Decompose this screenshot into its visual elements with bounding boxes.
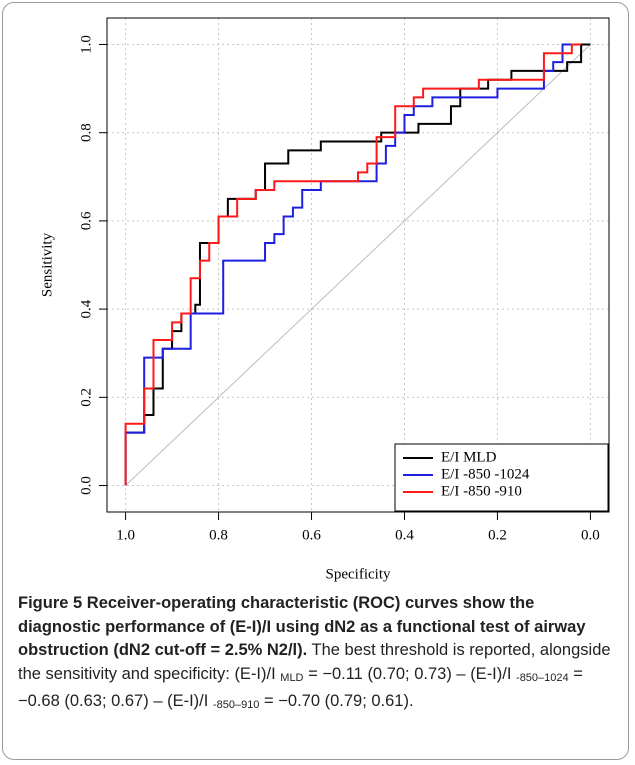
caption: Figure 5 Receiver-operating characterist…	[18, 592, 616, 718]
reference-line	[125, 44, 591, 486]
y-axis-label: Sensitivity	[39, 232, 55, 297]
y-tick-label: 0.6	[78, 211, 94, 230]
x-tick-label: 0.8	[209, 527, 228, 543]
result-subscript: -850–910	[212, 699, 260, 711]
x-tick-label: 0.4	[395, 527, 414, 543]
result-term: (E-I)/I	[470, 664, 512, 683]
x-tick-label: 0.2	[488, 527, 507, 543]
figure-frame	[2, 2, 629, 760]
y-tick-label: 0.8	[78, 123, 94, 142]
y-tick-label: 0.4	[78, 299, 94, 318]
x-tick-label: 0.6	[302, 527, 321, 543]
plot-frame	[106, 17, 610, 513]
result-value: = −0.68 (0.63; 0.67)	[18, 664, 583, 711]
result-term: (E-I)/I	[234, 664, 276, 683]
result-subscript: -850–1024	[516, 671, 569, 684]
chart: Specificity Sensitivity 1.0 0.8 0.6 0.4 0.2 0…	[39, 17, 610, 582]
roc-curve	[124, 43, 582, 486]
result-value: = −0.11 (0.70; 0.73)	[308, 664, 452, 683]
legend-label: E/I -850 -1024	[441, 466, 530, 482]
result-term: (E-I)/I	[167, 692, 209, 710]
x-axis-label: Specificity	[326, 566, 391, 582]
roc-curve	[124, 43, 582, 486]
legend-box	[394, 443, 609, 512]
caption-results: (E-I)/I MLD = −0.11 (0.70; 0.73) – (E-I)…	[18, 664, 583, 712]
legend-label: E/I -850 -910	[441, 483, 522, 499]
result-subscript: MLD	[280, 671, 304, 684]
legend-label: E/I MLD	[441, 449, 497, 465]
y-tick-label: 0.0	[78, 476, 94, 495]
caption-text: The best threshold is reported, alongsid…	[18, 641, 611, 683]
y-tick-label: 0.2	[78, 388, 94, 407]
result-value: = −0.70 (0.79; 0.61).	[264, 692, 414, 710]
caption-title: Receiver-operating characteristic (ROC) …	[18, 594, 586, 659]
y-tick-label: 1.0	[78, 35, 94, 54]
x-tick-label: 0.0	[581, 527, 600, 543]
x-tick-label: 1.0	[116, 527, 135, 543]
caption-label: Figure 5	[18, 594, 83, 612]
